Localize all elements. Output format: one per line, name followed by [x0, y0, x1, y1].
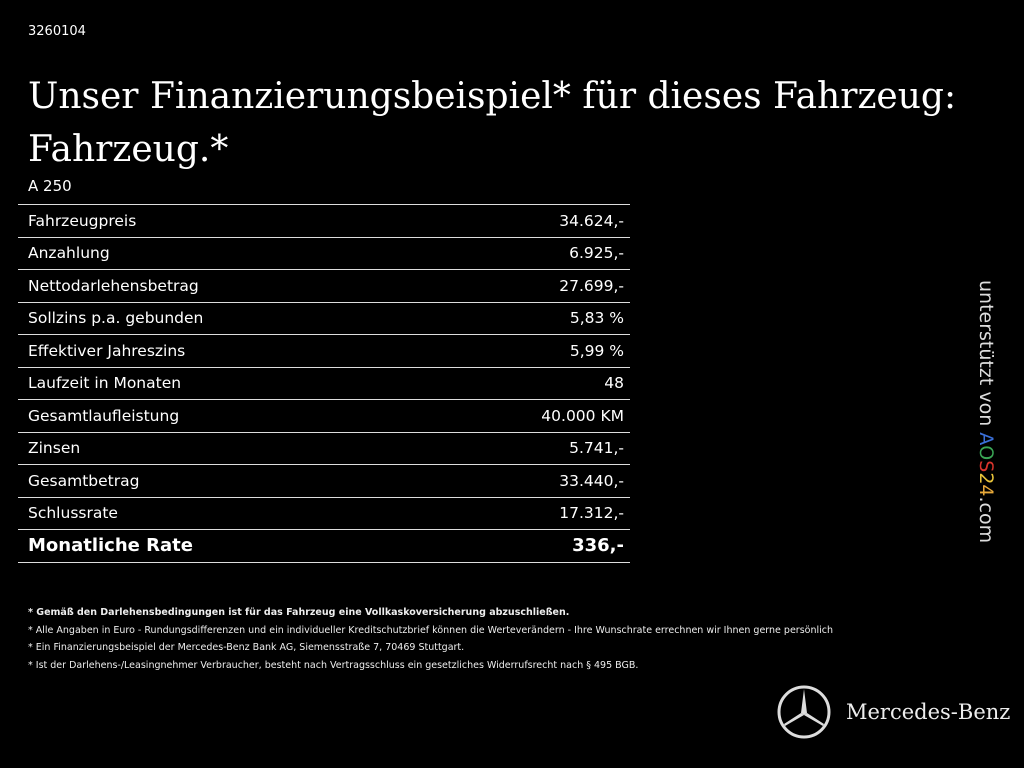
row-value: 48: [421, 366, 630, 400]
table-row: Anzahlung 6.925,-: [18, 236, 630, 270]
aos24-letter: A: [975, 432, 997, 446]
table-row: Fahrzeugpreis 34.624,-: [18, 204, 630, 237]
mercedes-benz-logo: Mercedes-Benz: [776, 684, 1010, 740]
table-row: Effektiver Jahreszins 5,99 %: [18, 334, 630, 367]
row-value: 40.000 KM: [421, 399, 630, 432]
aos24-letter: 2: [975, 472, 997, 485]
mercedes-star-icon: [777, 685, 831, 739]
row-label: Sollzins p.a. gebunden: [18, 301, 422, 335]
row-value: 5,83 %: [421, 301, 630, 335]
row-label: Anzahlung: [18, 236, 422, 270]
row-value: 17.312,-: [421, 496, 630, 530]
sponsor-suffix: .com: [975, 496, 997, 544]
footnote: * Ist der Darlehens-/Leasingnehmer Verbr…: [28, 660, 639, 672]
footnote: * Ein Finanzierungsbeispiel der Mercedes…: [28, 642, 465, 654]
row-label: Gesamtbetrag: [18, 464, 422, 497]
financing-table: Fahrzeugpreis 34.624,- Anzahlung 6.925,- Net…: [18, 204, 630, 563]
table-row: Zinsen 5.741,-: [18, 431, 630, 465]
row-value: 33.440,-: [421, 464, 630, 497]
row-label: Monatliche Rate: [18, 529, 422, 563]
footnote: * Alle Angaben in Euro - Rundungsdiffere…: [28, 624, 833, 636]
aos24-letter: 4: [975, 484, 997, 497]
page-title: Unser Finanzierungsbeispiel* für dieses …: [28, 70, 956, 176]
row-label: Zinsen: [18, 431, 422, 465]
row-value: 34.624,-: [421, 204, 630, 237]
row-value: 5.741,-: [421, 431, 630, 465]
table-row: Gesamtlaufleistung 40.000 KM: [18, 399, 630, 432]
table-row: Sollzins p.a. gebunden 5,83 %: [18, 301, 630, 335]
aos24-letter: S: [975, 460, 997, 473]
table-row: Schlussrate 17.312,-: [18, 496, 630, 530]
aos24-logo: AOS24: [975, 432, 997, 496]
title-line-2: Fahrzeug.*: [28, 129, 229, 170]
row-value: 5,99 %: [421, 334, 630, 367]
row-label: Gesamtlaufleistung: [18, 399, 422, 432]
row-value: 6.925,-: [421, 236, 630, 270]
model-name: A 250: [28, 177, 72, 195]
footnote: * Gemäß den Darlehensbedingungen ist für…: [28, 607, 570, 618]
row-label: Effektiver Jahreszins: [18, 334, 422, 367]
sponsor-text: unterstützt von AOS24.com: [975, 280, 997, 543]
table-row: Nettodarlehensbetrag 27.699,-: [18, 269, 630, 302]
brand-name: Mercedes-Benz: [846, 700, 1011, 724]
table-row: Laufzeit in Monaten 48: [18, 366, 630, 400]
table-row: Gesamtbetrag 33.440,-: [18, 464, 630, 497]
row-label: Fahrzeugpreis: [18, 204, 422, 237]
footnotes: * Gemäß den Darlehensbedingungen ist für…: [28, 604, 833, 675]
row-value: 27.699,-: [421, 269, 630, 302]
row-value: 336,-: [421, 529, 630, 563]
table-row: Monatliche Rate 336,-: [18, 529, 630, 563]
row-label: Schlussrate: [18, 496, 422, 530]
sponsor-prefix: unterstützt von: [975, 280, 997, 433]
aos24-letter: O: [975, 445, 997, 461]
listing-id: 3260104: [28, 24, 86, 39]
title-line-1: Unser Finanzierungsbeispiel* für dieses …: [28, 76, 957, 117]
row-label: Nettodarlehensbetrag: [18, 269, 422, 302]
row-label: Laufzeit in Monaten: [18, 366, 422, 400]
